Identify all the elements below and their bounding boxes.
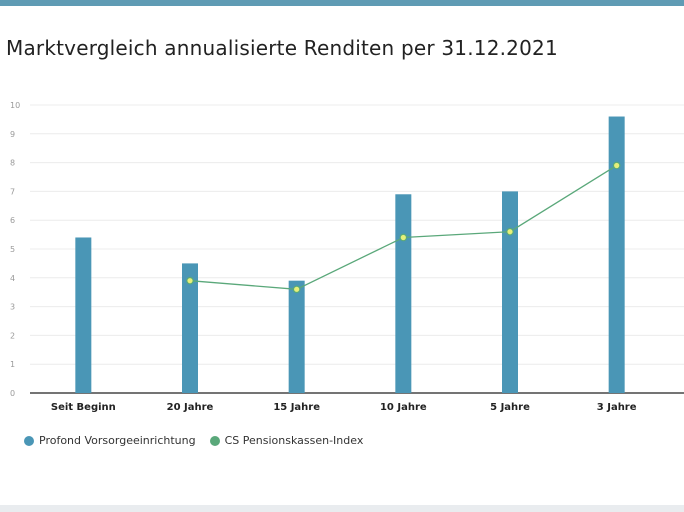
bar-5-jahre <box>502 191 518 393</box>
chart-title: Marktvergleich annualisierte Renditen pe… <box>6 36 558 60</box>
bar-10-jahre <box>395 194 412 393</box>
point-cs-index <box>292 285 301 294</box>
x-tick-label: 10 Jahre <box>380 402 427 413</box>
chart-legend: Profond Vorsorgeeinrichtung CS Pensionsk… <box>24 434 377 447</box>
y-tick-label: 10 <box>10 101 20 110</box>
y-tick-label: 2 <box>10 331 15 340</box>
legend-swatch-cs-index <box>209 435 220 446</box>
y-tick-label: 4 <box>10 274 15 283</box>
chart-plot: 0 1 2 3 4 5 6 7 8 9 10 Seit Beginn 20 Jahre 15 Jahre 1… <box>10 101 684 413</box>
legend-label-profond: Profond Vorsorgeeinrichtung <box>39 434 196 447</box>
bar-3-jahre <box>608 116 625 393</box>
y-tick-label: 3 <box>10 303 15 312</box>
x-tick-label: 5 Jahre <box>490 402 530 413</box>
x-tick-label: 20 Jahre <box>167 402 214 413</box>
bar-20-jahre <box>182 263 198 393</box>
point-cs-index <box>186 276 194 285</box>
bar-seit-beginn <box>75 237 92 393</box>
card-bottom-edge <box>0 505 684 512</box>
point-cs-index <box>399 233 408 242</box>
y-tick-label: 9 <box>10 130 15 139</box>
y-tick-label: 0 <box>10 389 15 398</box>
y-tick-label: 1 <box>10 360 15 369</box>
x-tick-label: 15 Jahre <box>273 402 320 413</box>
y-tick-label: 8 <box>10 159 15 168</box>
bar-15-jahre <box>288 280 305 393</box>
legend-item-profond[interactable]: Profond Vorsorgeeinrichtung <box>24 434 196 447</box>
point-cs-index <box>506 227 514 236</box>
x-tick-label: 3 Jahre <box>597 402 637 413</box>
y-tick-label: 7 <box>10 187 15 196</box>
y-tick-label: 6 <box>10 216 15 225</box>
y-tick-label: 5 <box>10 245 15 254</box>
legend-item-cs-index[interactable]: CS Pensionskassen-Index <box>209 434 364 447</box>
top-accent-bar <box>0 0 684 6</box>
legend-label-cs-index: CS Pensionskassen-Index <box>224 434 364 447</box>
x-tick-label: Seit Beginn <box>51 402 116 413</box>
point-cs-index <box>612 161 621 170</box>
legend-swatch-profond <box>24 435 34 446</box>
